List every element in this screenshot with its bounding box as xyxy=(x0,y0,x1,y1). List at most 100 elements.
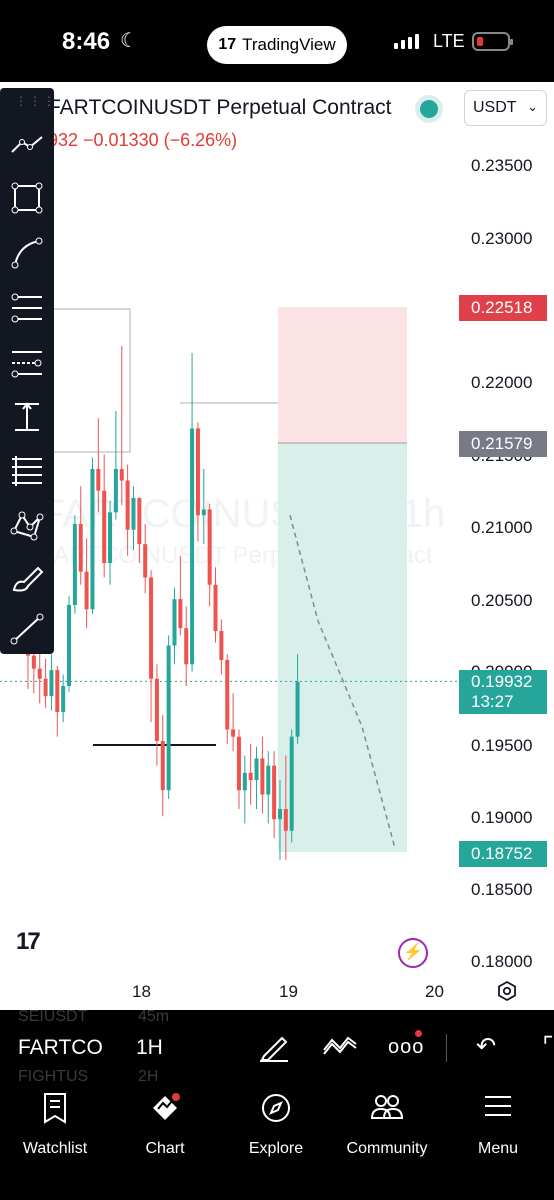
candle-body xyxy=(119,468,124,481)
candle-body xyxy=(225,659,230,730)
drawn-box xyxy=(0,308,131,453)
target-price-tag: 0.18752 xyxy=(459,841,547,867)
currency-select-value: USDT xyxy=(473,99,517,116)
price-axis-label: 0.23000 xyxy=(471,229,533,248)
fullscreen-icon[interactable]: ⌜ xyxy=(542,1033,554,1060)
status-bar: 8:46 ☾ 17 TradingView LTE xyxy=(0,0,554,82)
candle-body xyxy=(43,678,48,697)
tradingview-logo-icon: 17 xyxy=(218,36,237,53)
time-axis-label: 18 xyxy=(132,982,151,1001)
candle-body xyxy=(260,758,265,795)
price-axis-label: 0.19000 xyxy=(471,808,533,827)
candle-body xyxy=(219,631,224,660)
candle-body xyxy=(84,571,89,610)
currency-select[interactable]: USDT ⌄ xyxy=(464,90,547,126)
nav-label: Menu xyxy=(477,1140,519,1157)
candle-body xyxy=(242,772,247,791)
menu-icon xyxy=(443,1092,553,1128)
candle-body xyxy=(201,509,206,516)
measure-tool-icon[interactable] xyxy=(8,398,46,436)
candle-body xyxy=(143,544,148,578)
candle-body xyxy=(231,729,236,737)
lightning-icon[interactable]: ⚡ xyxy=(398,938,428,968)
tradingview-logo-icon: 17 xyxy=(16,928,41,955)
fib-extension-tool-icon[interactable] xyxy=(8,344,46,382)
price-axis-label: 0.18500 xyxy=(471,880,533,899)
app-pill-label: TradingView xyxy=(242,35,336,54)
chart-icon xyxy=(110,1092,220,1128)
fib-retracement-tool-icon[interactable] xyxy=(8,289,46,327)
drawing-pen-icon[interactable] xyxy=(256,1032,292,1062)
nav-label: Explore xyxy=(248,1140,304,1157)
candle-body xyxy=(108,512,113,563)
line-tool-icon[interactable] xyxy=(8,610,46,648)
symbol-selector[interactable]: FARTCO xyxy=(18,1036,103,1059)
chart-settings-icon[interactable] xyxy=(496,980,518,1002)
nav-watchlist[interactable]: Watchlist xyxy=(0,1092,110,1158)
candle-body xyxy=(102,490,107,563)
pattern-tool-icon[interactable] xyxy=(8,506,46,544)
network-type: LTE xyxy=(433,31,465,51)
compass-icon xyxy=(221,1092,331,1128)
candle-body xyxy=(184,628,189,665)
price-chart[interactable] xyxy=(0,82,460,1010)
ghost-timeframe: 2H xyxy=(138,1068,159,1085)
drawing-toolbox: ⋮⋮⋮ xyxy=(0,88,57,654)
candle-body xyxy=(195,428,200,516)
curve-tool-icon[interactable] xyxy=(8,234,46,272)
candle-body xyxy=(49,670,54,697)
current-price-tag: 0.19932 13:27 xyxy=(459,670,547,714)
candle-body xyxy=(137,497,142,545)
parallel-lines-tool-icon[interactable] xyxy=(8,452,46,490)
community-icon xyxy=(332,1092,442,1128)
candle-body xyxy=(254,758,259,781)
price-axis-label: 0.23500 xyxy=(471,156,533,175)
candle-body xyxy=(149,577,154,679)
nav-community[interactable]: Community xyxy=(332,1092,442,1158)
undo-icon[interactable]: ↶ xyxy=(475,1033,497,1060)
timeframe-selector[interactable]: 1H xyxy=(136,1036,163,1059)
nav-explore[interactable]: Explore xyxy=(221,1092,331,1158)
candle-body xyxy=(125,480,130,530)
trend-line-tool-icon[interactable] xyxy=(8,126,46,164)
bar-countdown: 13:27 xyxy=(471,692,514,711)
indicators-icon[interactable] xyxy=(322,1032,358,1062)
price-axis-label: 0.19500 xyxy=(471,736,533,755)
more-options-icon[interactable]: ooo xyxy=(388,1030,424,1062)
chart-toolbar: SEIUSDT 45m FARTCO 1H FIGHTUS 2H ooo ↶ ⌜ xyxy=(0,1008,554,1086)
market-status-icon[interactable] xyxy=(420,100,438,118)
chevron-down-icon: ⌄ xyxy=(527,99,538,114)
bottom-nav: Watchlist Chart Explore Community Menu xyxy=(0,1086,554,1200)
target-zone xyxy=(278,443,407,853)
nav-chart[interactable]: Chart xyxy=(110,1092,220,1158)
candle-body xyxy=(236,736,241,791)
price-axis-label: 0.20500 xyxy=(471,591,533,610)
chart-area[interactable]: FARTCOINUSDT.P, 1h FARTCOINUSDT Perpetua… xyxy=(0,82,554,1010)
moon-icon: ☾ xyxy=(120,30,138,52)
candle-body xyxy=(248,772,253,781)
candle-body xyxy=(272,765,277,820)
drag-handle-icon[interactable]: ⋮⋮⋮ xyxy=(15,94,57,108)
candle-body xyxy=(61,686,66,713)
candle-body xyxy=(213,584,218,632)
stop-loss-price-tag: 0.22518 xyxy=(459,295,547,321)
nav-menu[interactable]: Menu xyxy=(443,1092,553,1158)
candle-body xyxy=(96,468,101,491)
brush-tool-icon[interactable] xyxy=(8,560,46,598)
candle-body xyxy=(55,670,60,713)
candle-body xyxy=(113,468,118,513)
nav-label: Community xyxy=(346,1140,428,1157)
tradingview-pill[interactable]: 17 TradingView xyxy=(207,26,347,64)
candle-body xyxy=(289,736,294,831)
candle-body xyxy=(78,523,83,572)
candle-body xyxy=(207,509,212,585)
candle-body xyxy=(90,468,95,610)
symbol-title[interactable]: FARTCOINUSDT Perpetual Contract xyxy=(48,96,392,119)
rectangle-tool-icon[interactable] xyxy=(8,179,46,217)
candle-body xyxy=(295,681,300,737)
stop-loss-zone xyxy=(278,307,407,444)
candle-body xyxy=(190,428,195,665)
price-axis-label: 0.22000 xyxy=(471,373,533,392)
ghost-symbol: SEIUSDT xyxy=(18,1008,88,1025)
nav-label: Watchlist xyxy=(22,1140,88,1157)
